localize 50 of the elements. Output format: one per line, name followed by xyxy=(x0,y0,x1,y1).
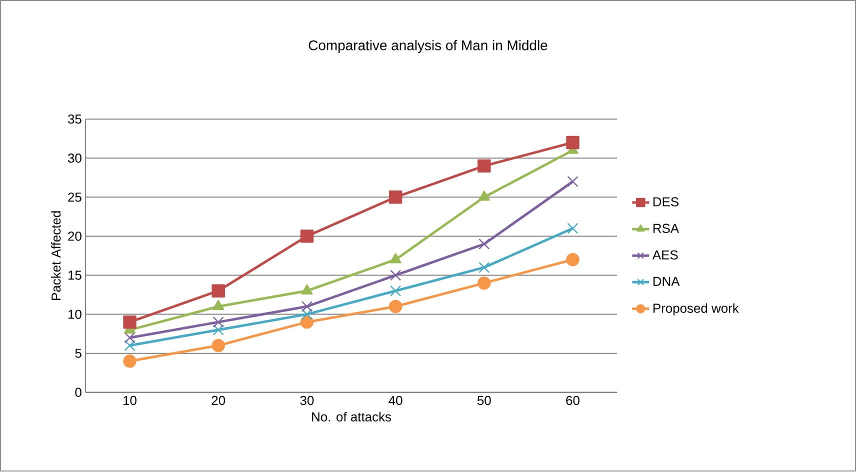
point xyxy=(212,324,224,336)
x-tick-label: 30 xyxy=(300,396,314,406)
point xyxy=(212,339,225,352)
x-axis-title: No. of attacks xyxy=(312,412,392,422)
point xyxy=(478,262,490,274)
point xyxy=(388,190,402,204)
point xyxy=(212,300,224,310)
y-tick-label: 35 xyxy=(68,114,82,124)
point xyxy=(390,286,402,297)
point xyxy=(301,308,313,320)
x-tick-label: 40 xyxy=(388,396,402,406)
point xyxy=(301,301,313,312)
point xyxy=(478,238,490,250)
y-tick-label: 15 xyxy=(68,270,82,280)
point xyxy=(567,223,578,234)
point xyxy=(478,190,490,201)
point xyxy=(124,332,136,344)
point xyxy=(300,316,314,329)
y-tick-label: 30 xyxy=(68,154,82,163)
y-tick-label: 5 xyxy=(75,349,82,358)
x-tick-label: 10 xyxy=(124,396,136,406)
x-tick-label: 60 xyxy=(566,396,580,406)
point xyxy=(566,136,580,150)
y-tick-label: 25 xyxy=(68,192,82,202)
y-tick-label: 0 xyxy=(75,388,82,398)
point xyxy=(123,354,136,368)
point xyxy=(478,276,491,290)
y-tick-label: 20 xyxy=(68,232,82,242)
legend-label: Proposed work xyxy=(653,304,739,316)
point xyxy=(478,160,491,173)
y-axis-title: Packet Affected xyxy=(51,211,61,300)
point xyxy=(388,300,402,314)
legend-label: AES xyxy=(652,250,678,260)
y-tick-label: 10 xyxy=(68,310,82,320)
point xyxy=(212,284,225,298)
point xyxy=(301,284,313,295)
point xyxy=(212,316,224,328)
legend-label: DNA xyxy=(653,277,680,286)
point xyxy=(124,340,136,352)
point xyxy=(123,316,136,329)
point xyxy=(567,176,578,188)
legend-label: DES xyxy=(653,197,678,207)
point xyxy=(390,253,402,264)
point xyxy=(300,230,314,244)
x-tick-label: 20 xyxy=(212,396,226,406)
chart-title: Comparative analysis of Man in Middle xyxy=(308,40,548,54)
legend-label: RSA xyxy=(653,224,680,234)
point xyxy=(566,253,580,266)
point xyxy=(390,270,402,282)
x-tick-label: 50 xyxy=(477,396,491,406)
